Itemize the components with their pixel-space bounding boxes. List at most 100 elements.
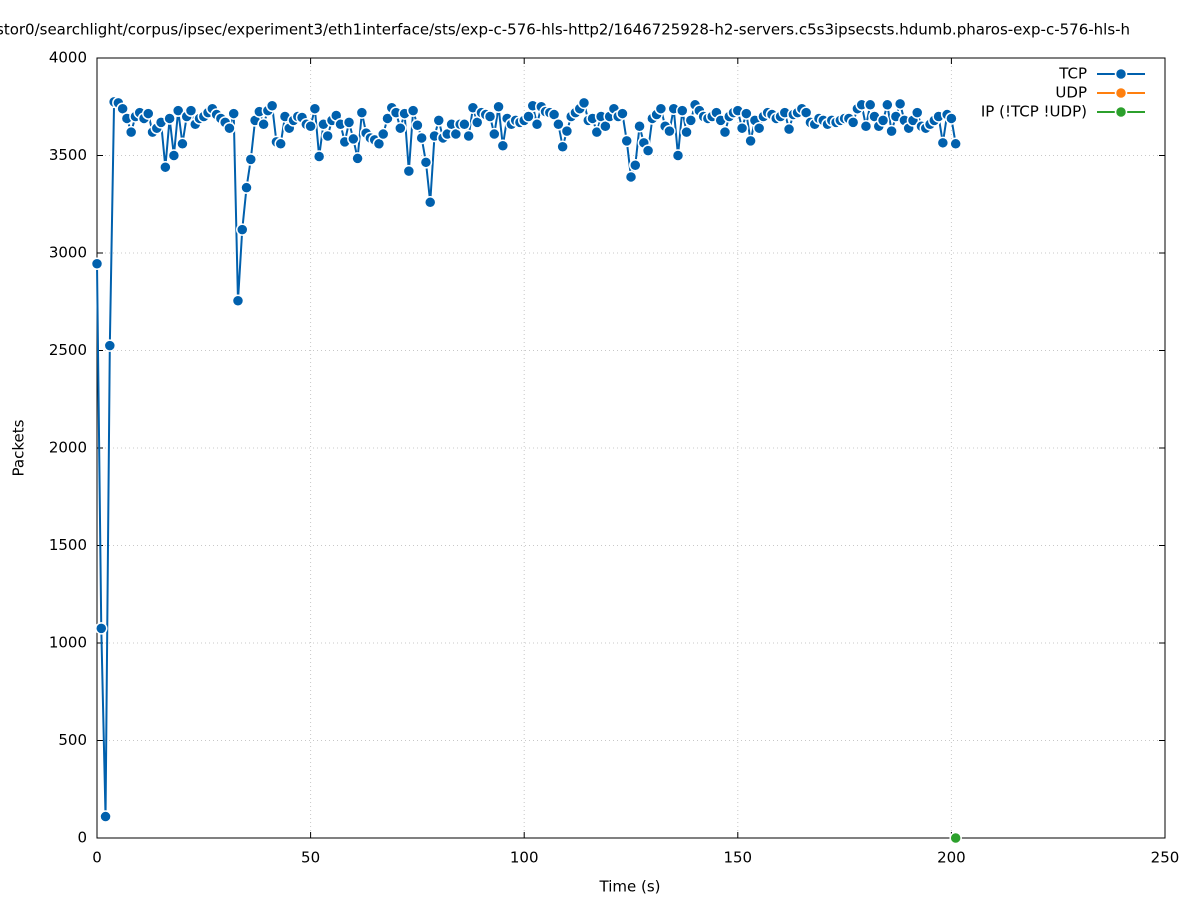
- data-point: [142, 107, 155, 120]
- data-point: [308, 102, 322, 115]
- data-point: [522, 110, 535, 123]
- data-point: [265, 99, 279, 113]
- data-point: [744, 134, 757, 148]
- data-point: [740, 107, 753, 120]
- data-point: [671, 149, 685, 162]
- data-point: [654, 102, 668, 115]
- data-point: [171, 104, 185, 117]
- data-point: [684, 114, 698, 127]
- chart-title: stor0/searchlight/corpus/ipsec/experimen…: [0, 21, 1130, 39]
- legend-label: IP (!TCP !UDP): [981, 103, 1087, 121]
- y-tick-label: 1500: [49, 536, 87, 554]
- data-point: [432, 114, 446, 127]
- data-point: [663, 124, 676, 138]
- x-tick-label: 250: [1151, 849, 1180, 867]
- data-point: [462, 129, 475, 143]
- data-point: [483, 110, 497, 123]
- data-point: [342, 116, 356, 129]
- data-point: [735, 121, 749, 135]
- data-point: [492, 100, 505, 113]
- y-tick-label: 0: [77, 829, 87, 847]
- data-point: [949, 831, 962, 845]
- data-point: [312, 150, 326, 163]
- data-point: [240, 181, 253, 194]
- data-point: [159, 160, 172, 174]
- data-point: [176, 137, 189, 151]
- data-point: [223, 121, 236, 135]
- data-point: [355, 106, 369, 119]
- data-point: [863, 98, 877, 112]
- data-point: [620, 134, 633, 148]
- y-tick-label: 4000: [49, 49, 87, 67]
- data-point: [95, 622, 108, 635]
- y-tick-label: 3000: [49, 244, 87, 262]
- data-point: [552, 118, 565, 131]
- legend-marker: [1114, 67, 1128, 81]
- data-point: [347, 132, 360, 146]
- x-tick-label: 50: [301, 849, 320, 867]
- data-point: [184, 104, 198, 117]
- data-point: [458, 118, 471, 131]
- data-point: [227, 107, 240, 120]
- data-point: [577, 96, 591, 110]
- data-point: [641, 144, 655, 157]
- data-point: [530, 118, 544, 131]
- data-point: [629, 159, 642, 172]
- data-point: [560, 124, 574, 138]
- data-point: [415, 131, 428, 145]
- x-tick-label: 100: [510, 849, 539, 867]
- y-tick-label: 2500: [49, 341, 87, 359]
- data-point: [304, 120, 317, 133]
- series-line: [96, 100, 957, 817]
- plot-border: [96, 57, 1166, 839]
- data-point: [488, 127, 501, 141]
- y-tick-label: 1000: [49, 634, 87, 652]
- data-point: [949, 137, 962, 151]
- data-point: [394, 121, 407, 135]
- y-tick-label: 2000: [49, 439, 87, 457]
- data-point: [381, 112, 394, 125]
- x-axis-label: Time (s): [599, 878, 661, 896]
- data-point: [411, 119, 424, 132]
- data-point: [859, 120, 873, 133]
- legend-label: UDP: [1055, 84, 1087, 102]
- data-point: [274, 137, 287, 151]
- data-point: [244, 153, 258, 166]
- data-point: [321, 129, 334, 143]
- data-point: [419, 156, 433, 169]
- data-point: [124, 125, 138, 139]
- data-point: [423, 196, 437, 209]
- data-point: [876, 114, 890, 127]
- x-tick-label: 0: [92, 849, 102, 867]
- data-point: [936, 136, 950, 150]
- data-point: [782, 122, 796, 136]
- x-tick-label: 200: [937, 849, 966, 867]
- data-point: [167, 149, 181, 162]
- legend-marker: [1114, 86, 1128, 100]
- data-point: [945, 112, 958, 125]
- data-point: [718, 125, 732, 139]
- y-tick-label: 3500: [49, 146, 87, 164]
- data-point: [616, 107, 629, 120]
- data-point: [910, 106, 924, 119]
- data-point: [496, 139, 510, 152]
- data-point: [846, 116, 860, 129]
- data-point: [624, 170, 638, 184]
- data-point: [885, 124, 898, 138]
- data-point: [103, 339, 117, 352]
- data-point: [893, 97, 907, 111]
- data-point: [235, 223, 249, 236]
- data-point: [257, 118, 270, 131]
- data-point: [351, 152, 364, 165]
- legend-marker: [1114, 105, 1128, 119]
- data-point: [90, 257, 104, 270]
- data-point: [633, 120, 646, 133]
- y-axis-label: Packets: [10, 419, 28, 476]
- data-point: [676, 104, 689, 117]
- data-point: [752, 121, 766, 135]
- data-point: [881, 98, 894, 112]
- data-point: [402, 164, 416, 178]
- data-point: [231, 294, 245, 308]
- data-point: [556, 140, 569, 153]
